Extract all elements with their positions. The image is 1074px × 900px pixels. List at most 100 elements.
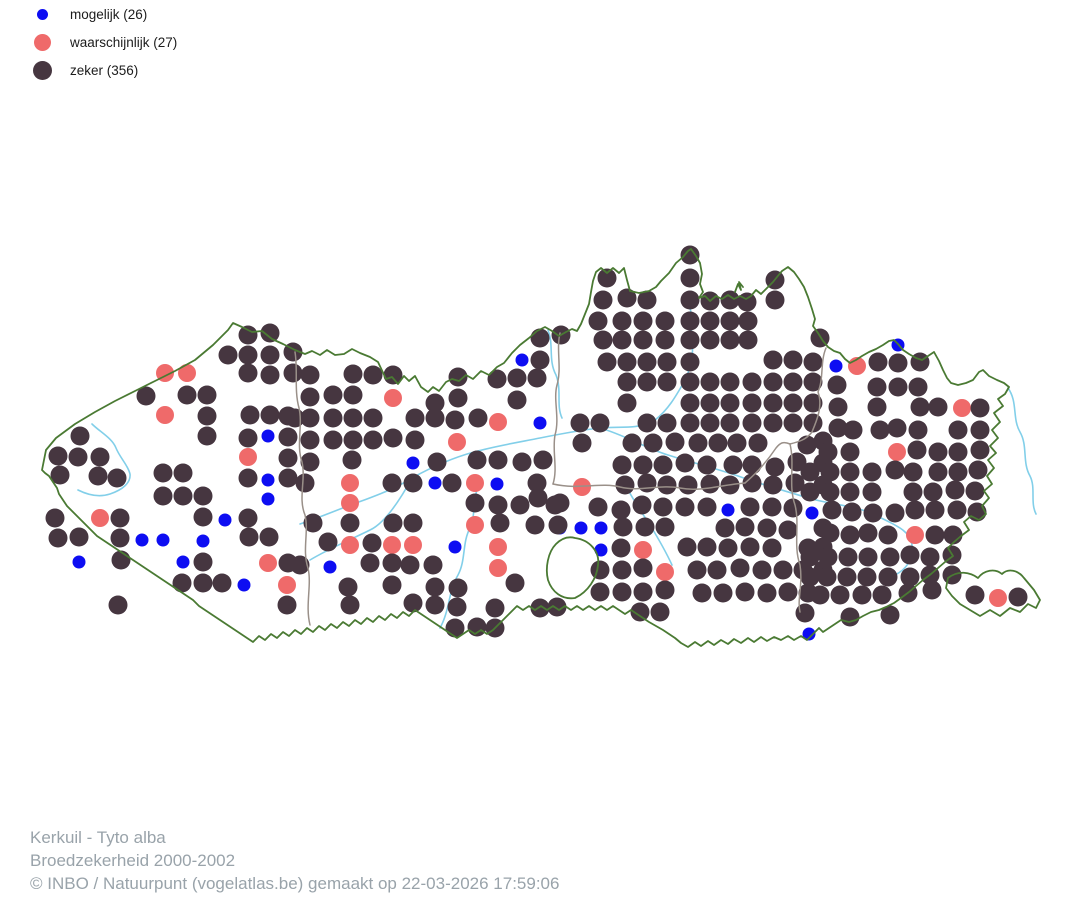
dot-zeker [528,488,548,508]
dot-zeker [762,538,782,558]
dot-zeker [738,311,758,331]
dot-zeker [197,385,217,405]
dot-zeker [238,468,258,488]
dot-zeker [742,455,762,475]
dot-zeker [920,547,940,567]
dot-zeker [343,385,363,405]
dot-zeker [943,525,963,545]
dot-zeker [177,385,197,405]
dot-zeker [657,352,677,372]
dot-zeker [637,352,657,372]
dot-zeker [885,460,905,480]
dot-zeker [238,428,258,448]
dot-zeker [840,442,860,462]
dot-zeker [862,482,882,502]
dot-zeker [803,372,823,392]
dot-zeker [283,363,303,383]
dot-zeker [173,486,193,506]
dot-zeker [590,582,610,602]
dot-zeker [723,455,743,475]
dot-zeker [530,328,550,348]
dot-zeker [680,393,700,413]
dot-waarschijnlijk [91,509,109,527]
dot-zeker [783,350,803,370]
dot-zeker [490,513,510,533]
dot-zeker [720,393,740,413]
dot-zeker [905,500,925,520]
dot-zeker [742,393,762,413]
dot-zeker [678,475,698,495]
dot-waarschijnlijk [341,494,359,512]
dot-zeker [820,482,840,502]
dot-zeker [903,482,923,502]
dot-zeker [363,430,383,450]
dot-zeker [382,473,402,493]
dot-zeker [448,388,468,408]
dot-zeker [878,567,898,587]
dot-zeker [527,473,547,493]
dot-zeker [700,413,720,433]
dot-zeker [922,580,942,600]
dot-zeker [277,595,297,615]
dot-zeker [795,603,815,623]
dot-zeker [110,508,130,528]
dot-zeker [708,433,728,453]
dot-zeker [338,577,358,597]
dot-zeker [530,350,550,370]
dot-zeker [680,413,700,433]
dot-zeker [240,405,260,425]
dot-zeker [343,364,363,384]
dot-zeker [88,466,108,486]
dot-zeker [720,311,740,331]
dot-zeker [597,352,617,372]
dot-zeker [637,372,657,392]
dot-zeker [657,372,677,392]
dot-waarschijnlijk [341,536,359,554]
dot-zeker [637,473,657,493]
dot-zeker [70,426,90,446]
dot-zeker [318,532,338,552]
waarschijnlijk-dot-icon [33,33,51,51]
dot-waarschijnlijk [634,541,652,559]
dot-zeker [822,500,842,520]
dot-zeker [260,405,280,425]
dot-zeker [778,520,798,540]
dot-zeker [295,473,315,493]
dot-zeker [108,595,128,615]
dot-zeker [617,352,637,372]
dot-zeker [928,442,948,462]
dot-zeker [697,455,717,475]
dot-zeker [405,430,425,450]
dot-zeker [868,352,888,372]
dot-zeker [447,597,467,617]
dot-zeker [810,585,830,605]
dot-zeker [720,413,740,433]
dot-zeker [948,442,968,462]
dot-zeker [857,567,877,587]
dot-zeker [423,555,443,575]
dot-mogelijk [72,555,86,569]
dot-zeker [735,517,755,537]
dot-zeker [300,452,320,472]
dot-zeker [727,433,747,453]
dot-mogelijk [515,353,529,367]
dot-zeker [970,420,990,440]
dot-zeker [650,602,670,622]
dot-zeker [383,513,403,533]
dot-waarschijnlijk [989,589,1007,607]
dot-zeker [512,452,532,472]
dot-zeker [928,397,948,417]
dot-zeker [675,497,695,517]
dot-zeker [948,462,968,482]
dot-zeker [858,547,878,567]
dot-zeker [238,363,258,383]
dot-zeker [742,473,762,493]
dot-zeker [570,413,590,433]
dot-mogelijk [574,521,588,535]
dot-zeker [757,518,777,538]
dot-zeker [740,537,760,557]
dot-zeker [527,368,547,388]
dot-zeker [718,538,738,558]
breeding-certainty-dots [45,245,1028,641]
dot-zeker [870,420,890,440]
